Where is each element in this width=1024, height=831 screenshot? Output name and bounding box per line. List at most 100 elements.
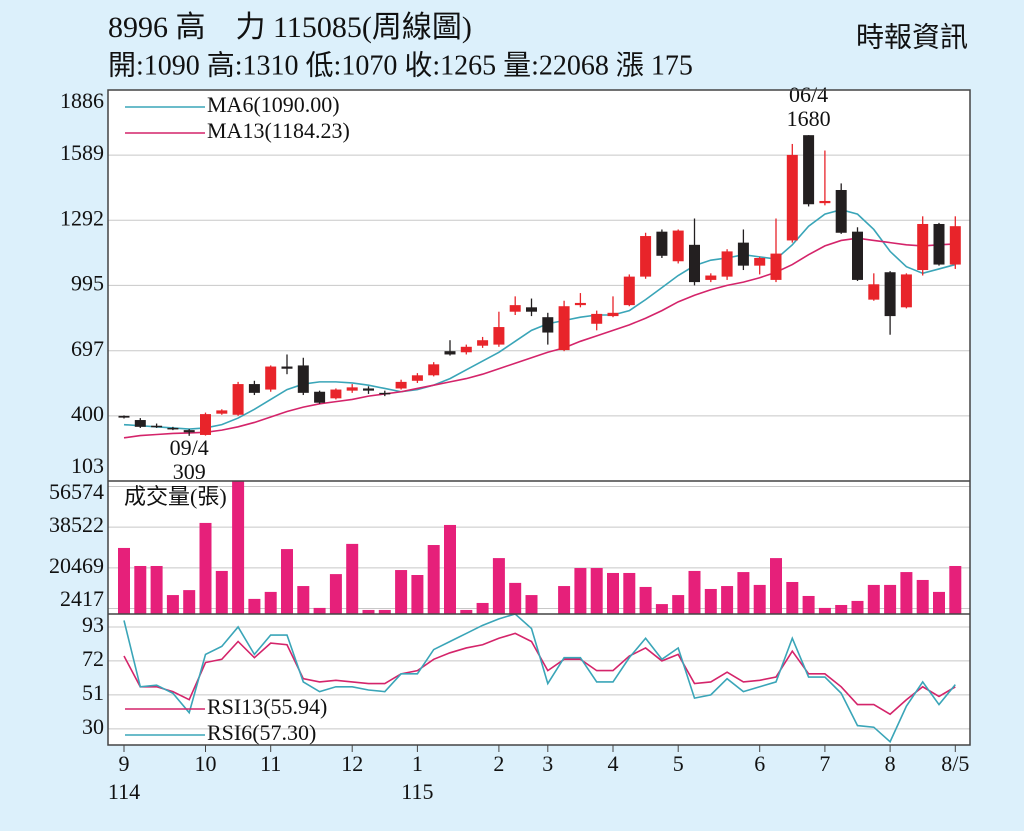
legend-label: MA6(1090.00) <box>207 92 340 117</box>
candle-body <box>835 189 847 233</box>
volume-bar <box>329 574 342 614</box>
candle-body <box>884 272 896 317</box>
x-tick-label: 4 <box>608 751 619 776</box>
candle-body <box>411 375 423 381</box>
candle-body <box>852 231 863 280</box>
volume-bar <box>183 590 196 614</box>
legend-label: RSI6(57.30) <box>207 720 316 745</box>
y-tick-label: 697 <box>71 336 104 361</box>
candle-body <box>526 307 537 312</box>
candle-body <box>509 305 521 312</box>
annotation-value: 1680 <box>787 106 831 131</box>
volume-bar <box>607 572 619 614</box>
volume-bar <box>281 549 293 614</box>
volume-bar <box>134 565 147 614</box>
candle-body <box>721 251 733 277</box>
candle-body <box>656 231 668 256</box>
x-tick-label: 6 <box>754 751 765 776</box>
candle-body <box>868 284 880 300</box>
y-tick-label: 93 <box>82 612 104 637</box>
candle-body <box>640 236 652 277</box>
candle-body <box>297 365 309 393</box>
volume-bar <box>818 607 831 614</box>
candle-body <box>770 253 782 280</box>
volume-bar <box>574 568 587 614</box>
volume-bar <box>166 595 179 614</box>
annotation-date: 09/4 <box>170 435 209 460</box>
line-series <box>123 208 956 430</box>
volume-bar <box>835 604 848 614</box>
candle-body <box>248 384 260 393</box>
quote-line: 開:1090 高:1310 低:1070 收:1265 量:22068 漲 17… <box>108 49 693 81</box>
candle-body <box>134 420 146 427</box>
candle-body <box>672 230 684 262</box>
y-tick-label: 400 <box>71 401 104 426</box>
volume-bar <box>476 602 489 614</box>
y-tick-label: 51 <box>82 680 104 705</box>
x-tick-label: 10 <box>195 751 217 776</box>
candle-body <box>705 275 717 280</box>
volume-bar <box>786 581 799 614</box>
volume-bar <box>427 545 440 614</box>
volume-bar <box>558 586 571 614</box>
legend-label: MA13(1184.23) <box>207 118 350 143</box>
volume-bar <box>492 558 505 614</box>
candle-body <box>444 351 456 355</box>
x-tick-label: 7 <box>819 751 830 776</box>
candle-body <box>167 427 179 430</box>
x-tick-label: 5 <box>673 751 684 776</box>
x-tick-sublabel: 115 <box>401 779 433 804</box>
panel-title: 成交量(張) <box>124 484 227 509</box>
y-tick-label: 995 <box>71 270 104 295</box>
volume-bar <box>867 584 880 614</box>
y-tick-label: 1589 <box>60 140 104 165</box>
candle-body <box>786 154 798 241</box>
volume-bar <box>949 565 962 614</box>
plot-frame <box>107 89 971 746</box>
candle-body <box>803 135 815 205</box>
candle-body <box>558 306 570 351</box>
x-tick-label: 12 <box>341 751 363 776</box>
volume-bar <box>150 565 163 614</box>
volume-bar <box>623 572 636 614</box>
candle-body <box>737 242 749 266</box>
y-tick-label: 1292 <box>60 205 104 230</box>
candle-body <box>314 391 326 403</box>
y-tick-label: 2417 <box>60 586 104 611</box>
volume-bar <box>770 558 782 614</box>
volume-bar <box>737 572 750 614</box>
volume-bar <box>655 604 668 614</box>
y-tick-label: 30 <box>82 714 104 739</box>
volume-bar <box>884 584 897 614</box>
candle-body <box>265 366 277 390</box>
annotation-date: 06/4 <box>789 82 828 107</box>
volume-bar <box>900 572 913 614</box>
volume-bar <box>933 591 945 614</box>
volume-bar <box>525 595 538 614</box>
candle-body <box>183 430 195 433</box>
candle-body <box>118 415 130 418</box>
volume-bar <box>199 522 212 614</box>
volume-bar <box>346 543 359 614</box>
volume-bar <box>753 584 766 614</box>
candle-body <box>900 274 912 308</box>
x-tick-label: 3 <box>542 751 553 776</box>
line-series <box>123 613 956 744</box>
candle-body <box>151 425 163 428</box>
candle-body <box>281 366 293 369</box>
candle-body <box>917 223 929 271</box>
x-tick-label: 2 <box>493 751 504 776</box>
candle-body <box>428 364 440 376</box>
volume-bar <box>802 595 815 614</box>
candle-body <box>542 317 554 333</box>
volume-bar <box>215 570 228 614</box>
y-tick-label: 38522 <box>49 512 104 537</box>
y-tick-label: 20469 <box>49 553 104 578</box>
x-tick-label: 11 <box>260 751 281 776</box>
volume-bar <box>851 600 864 614</box>
candle-body <box>460 346 472 353</box>
volume-bar <box>264 591 277 614</box>
volume-bar <box>248 598 261 614</box>
